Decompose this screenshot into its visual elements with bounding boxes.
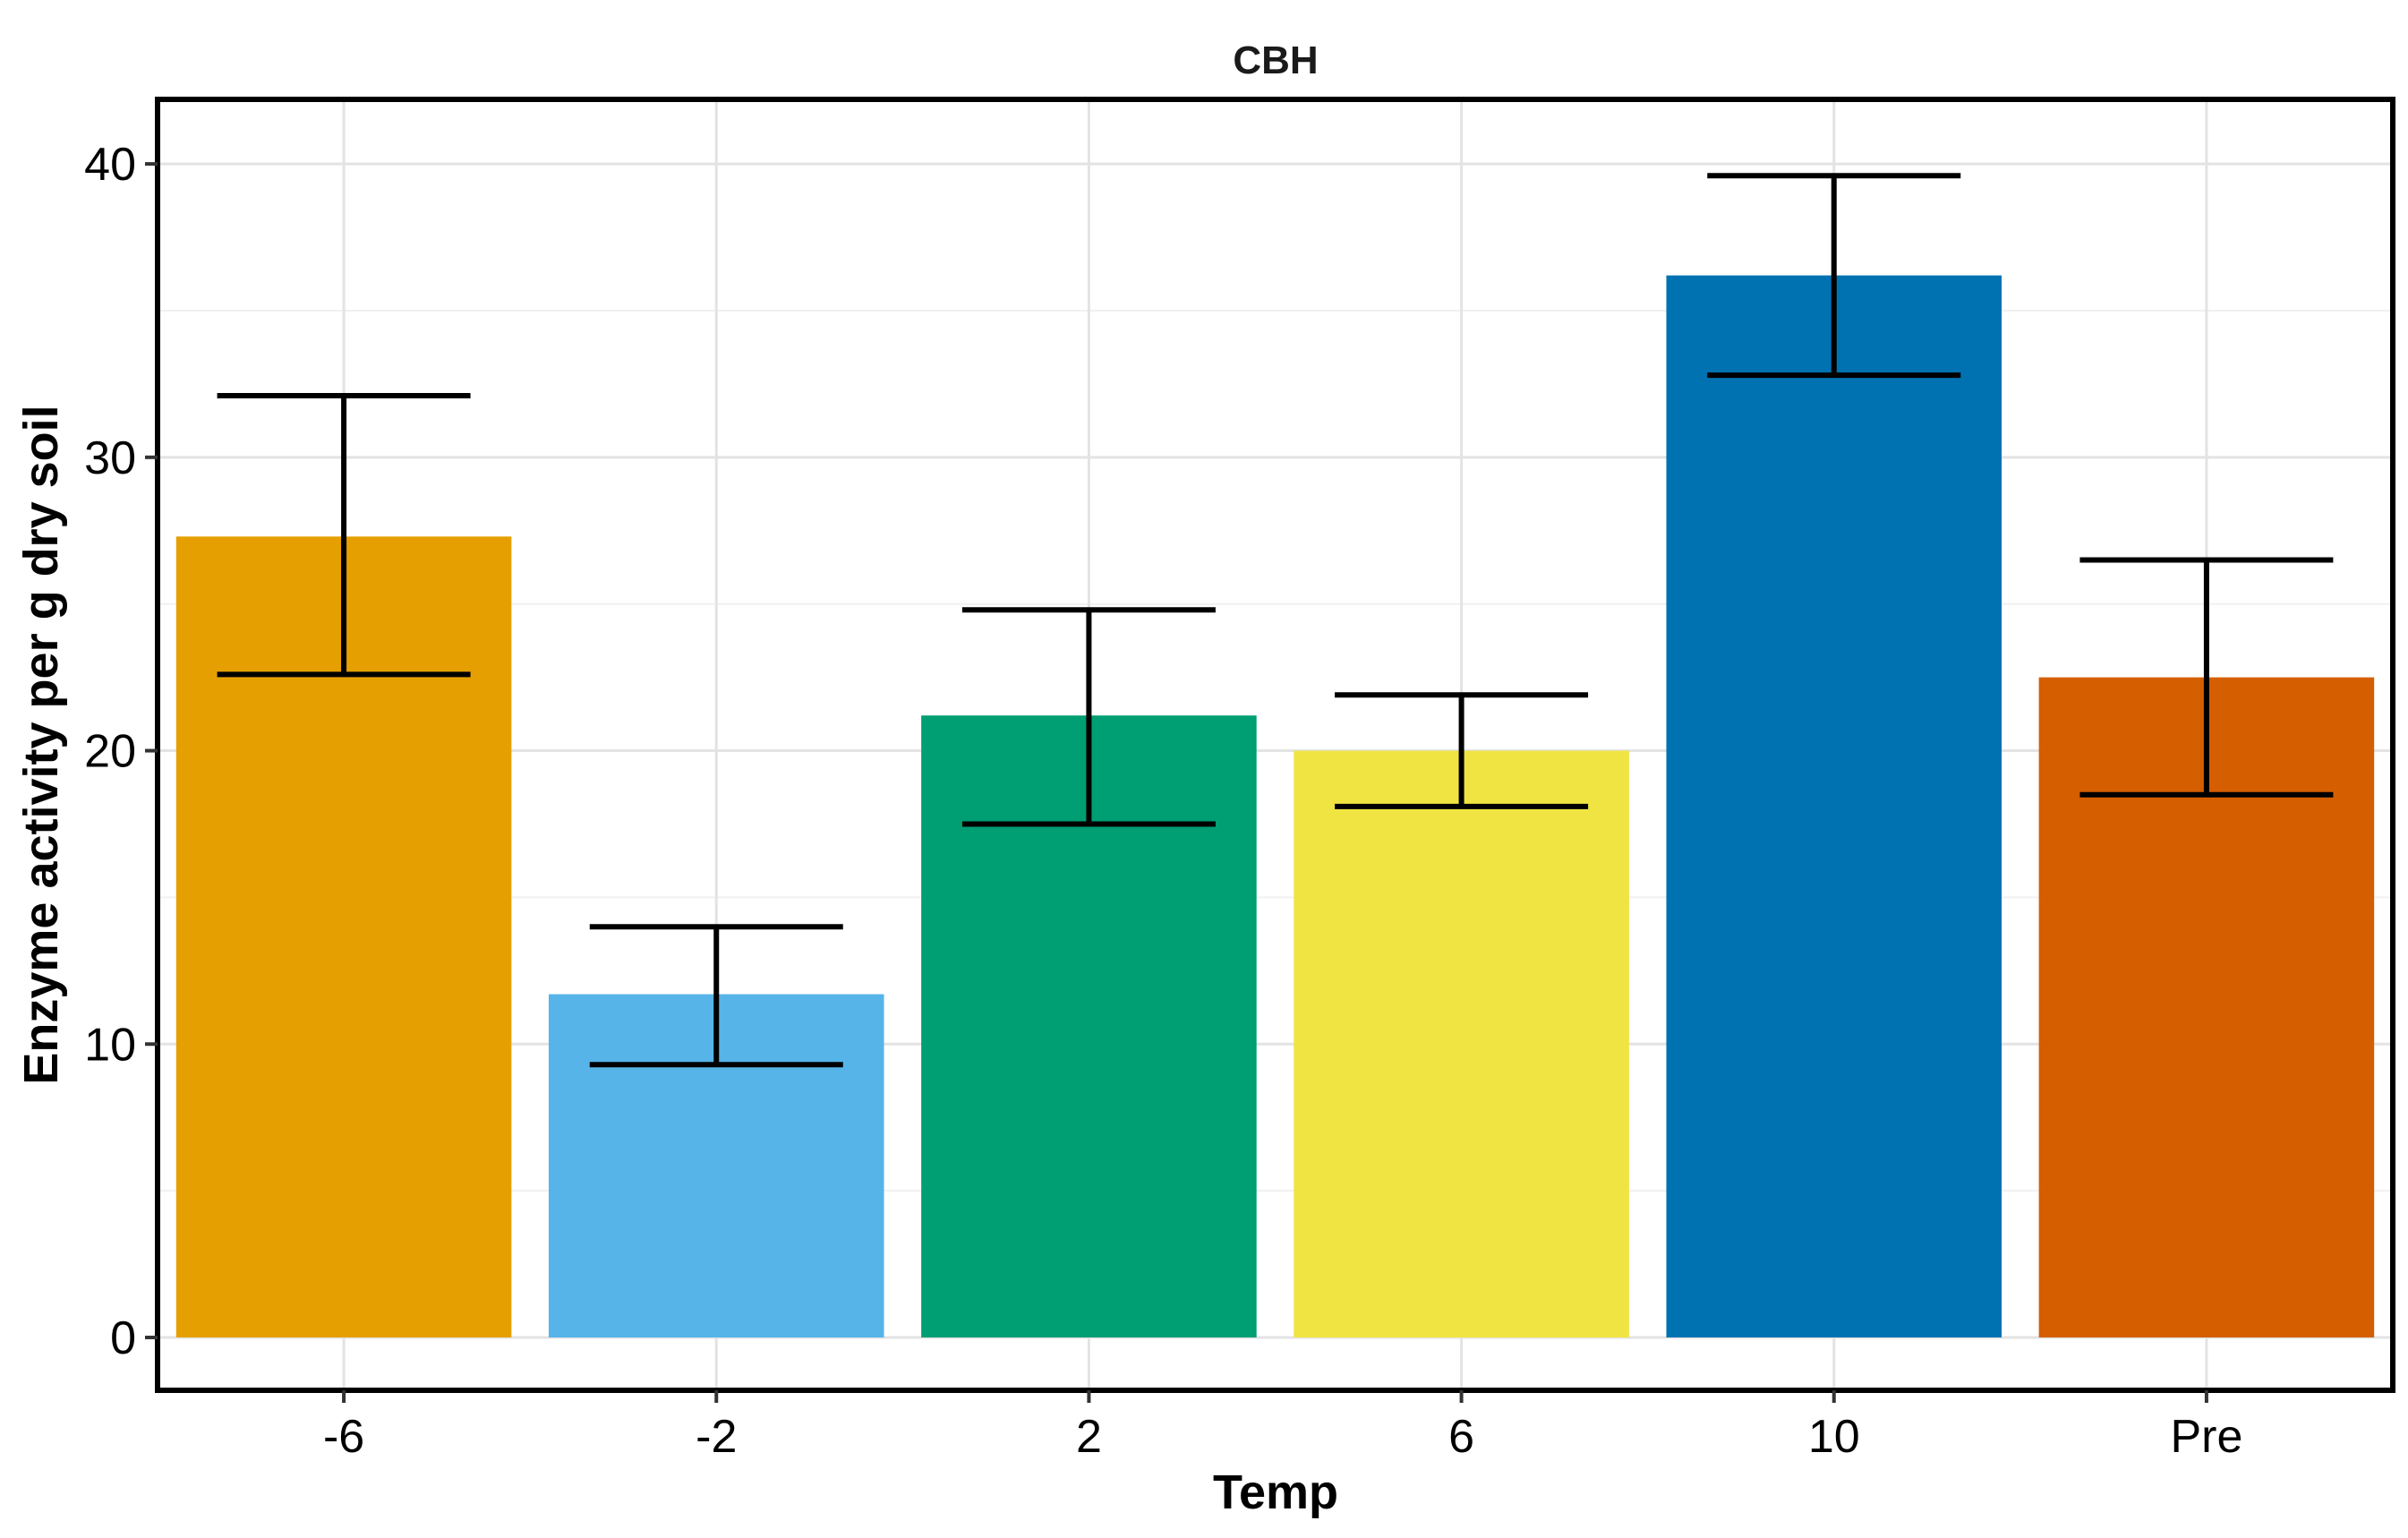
- plot-panel-border: [155, 97, 2395, 1393]
- x-axis-title: Temp: [1213, 1465, 1338, 1519]
- error-bars: [217, 173, 2334, 1068]
- y-tick-label: 20: [84, 726, 136, 778]
- y-tick-label: 10: [84, 1019, 136, 1071]
- x-tick-label-10: 10: [1808, 1411, 1860, 1463]
- x-axis: -6 -2 2 6 10 Pre: [323, 1390, 2242, 1463]
- y-tick-label: 0: [110, 1312, 136, 1364]
- x-tick-label--6: -6: [323, 1411, 364, 1463]
- bar-6: [1294, 750, 1629, 1338]
- y-axis-title: Enzyme activity per g dry soil: [14, 405, 68, 1084]
- chart-title: CBH: [1233, 38, 1318, 82]
- bar-10: [1666, 275, 2002, 1338]
- y-tick-label: 40: [84, 139, 136, 191]
- y-axis: 0 10 20 30 40: [84, 139, 158, 1364]
- x-tick-label-Pre: Pre: [2170, 1411, 2242, 1463]
- bars: [175, 275, 2375, 1338]
- x-tick-label-6: 6: [1448, 1411, 1474, 1463]
- x-tick-label--2: -2: [696, 1411, 737, 1463]
- x-tick-label-2: 2: [1076, 1411, 1102, 1463]
- y-tick-label: 30: [84, 432, 136, 484]
